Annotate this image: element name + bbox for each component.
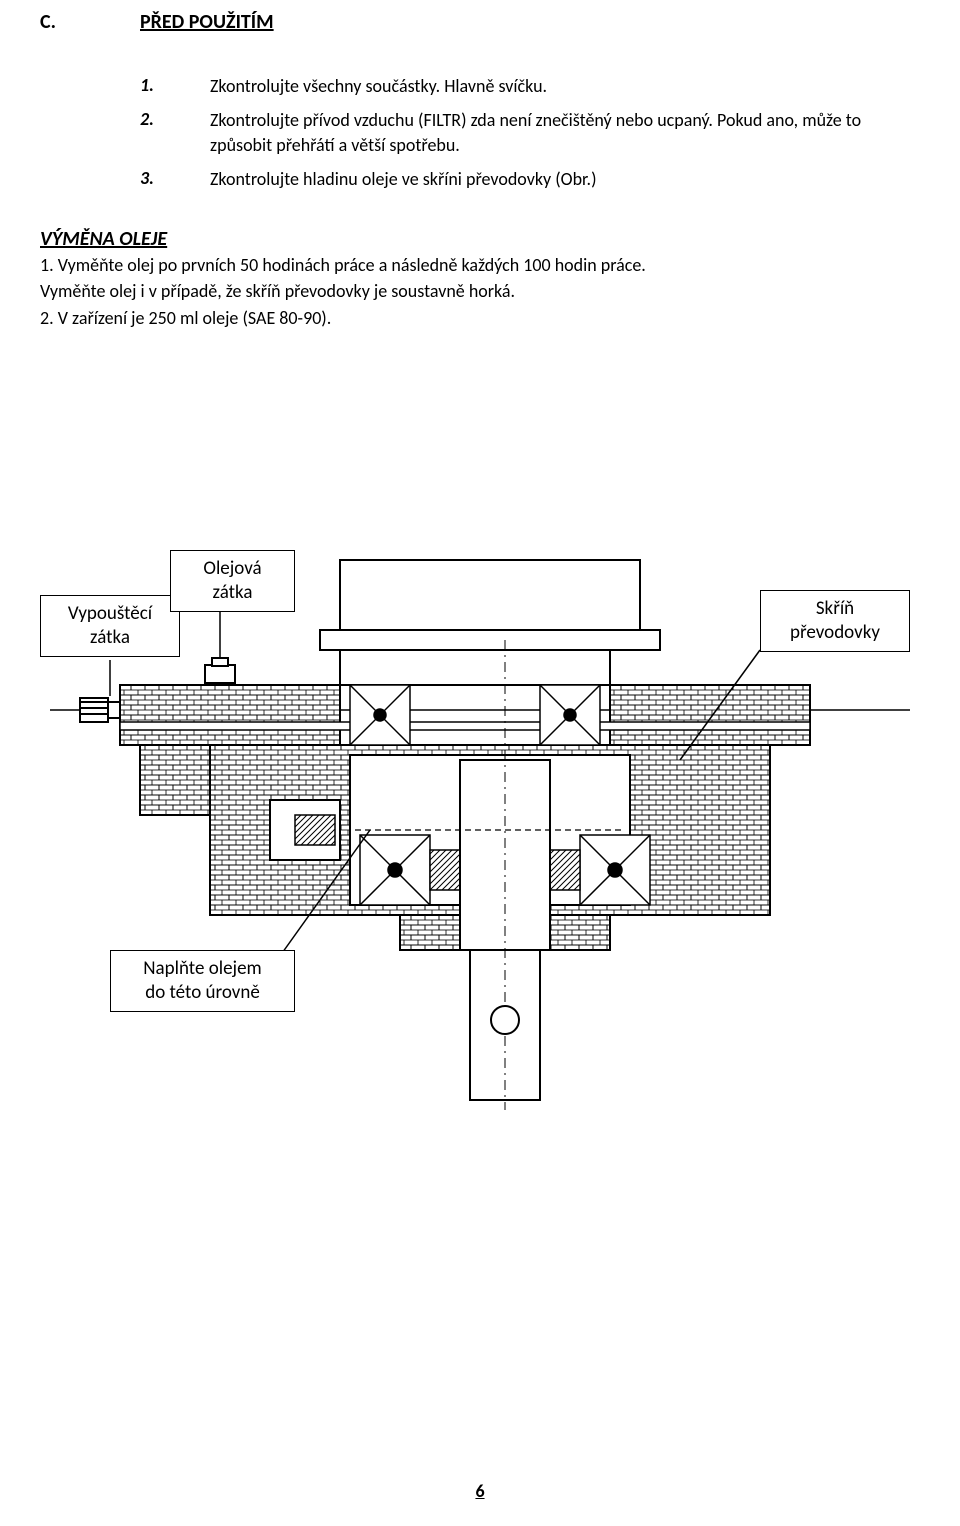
sub-list-line: 2. V zařízení je 250 ml oleje (SAE 80-90… (40, 306, 920, 330)
label-fill-level: Naplňte olejemdo této úrovně (110, 950, 295, 1012)
item-number: 2. (140, 108, 210, 157)
item-text: Zkontrolujte přívod vzduchu (FILTR) zda … (210, 108, 920, 157)
list-item: 1. Zkontrolujte všechny součástky. Hlavn… (140, 74, 920, 98)
label-drain-plug: Vypouštěcízátka (40, 595, 180, 657)
sub-list-line: Vyměňte olej i v případě, že skříň převo… (40, 279, 920, 303)
page-number: 6 (0, 1480, 960, 1502)
label-oil-plug: Olejovázátka (170, 550, 295, 612)
before-use-list: 1. Zkontrolujte všechny součástky. Hlavn… (140, 74, 920, 191)
section-letter: C. (40, 10, 140, 34)
sub-list-line: 1. Vyměňte olej po prvních 50 hodinách p… (40, 253, 920, 277)
item-text: Zkontrolujte hladinu oleje ve skříni pře… (210, 167, 920, 191)
section-title: PŘED POUŽITÍM (140, 10, 274, 34)
list-item: 2. Zkontrolujte přívod vzduchu (FILTR) z… (140, 108, 920, 157)
list-item: 3. Zkontrolujte hladinu oleje ve skříni … (140, 167, 920, 191)
oil-change-title: VÝMĚNA OLEJE (40, 227, 920, 251)
item-number: 1. (140, 74, 210, 98)
oil-change-list: 1. Vyměňte olej po prvních 50 hodinách p… (40, 253, 920, 330)
label-gearbox: Skříňpřevodovky (760, 590, 910, 652)
gearbox-diagram: Vypouštěcízátka Olejovázátka Skříňpřevod… (40, 500, 920, 1140)
item-text: Zkontrolujte všechny součástky. Hlavně s… (210, 74, 920, 98)
item-number: 3. (140, 167, 210, 191)
